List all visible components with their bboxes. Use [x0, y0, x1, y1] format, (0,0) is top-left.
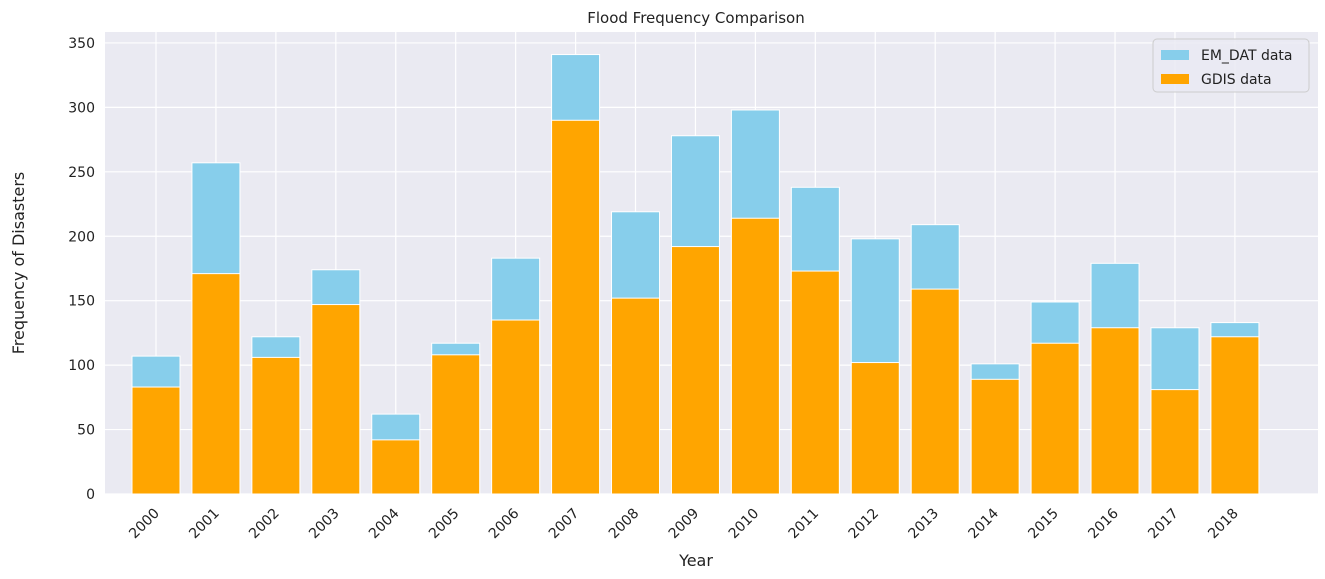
y-tick-label: 50: [77, 423, 95, 439]
x-tick-label: 2015: [1025, 506, 1062, 543]
x-tick-label: 2013: [906, 506, 943, 543]
bar: [491, 319, 541, 495]
y-tick-label: 100: [68, 358, 95, 374]
legend-swatch: [1161, 74, 1189, 84]
x-tick-label: 2007: [546, 506, 583, 543]
y-tick-label: 350: [68, 36, 95, 52]
bar: [611, 297, 661, 495]
x-tick-label: 2011: [786, 506, 823, 543]
x-tick-label: 2008: [606, 506, 643, 543]
x-tick-label: 2001: [186, 506, 223, 543]
y-tick-label: 200: [68, 229, 95, 245]
x-tick-label: 2002: [246, 506, 283, 543]
bar: [311, 304, 361, 495]
bar: [1150, 389, 1200, 495]
bar: [191, 273, 241, 495]
legend-box: [1152, 38, 1310, 93]
bar: [1090, 327, 1140, 495]
x-tick-label: 2003: [306, 506, 343, 543]
x-tick-label: 2004: [366, 505, 403, 542]
bar: [910, 288, 960, 495]
y-tick-label: 150: [68, 294, 95, 310]
y-tick-label: 0: [86, 487, 95, 503]
x-tick-label: 2014: [965, 505, 1002, 542]
bar: [670, 246, 720, 495]
legend-label: GDIS data: [1201, 72, 1272, 88]
chart-title: Flood Frequency Comparison: [587, 9, 805, 27]
y-tick-label: 250: [68, 165, 95, 181]
y-axis-label: Frequency of Disasters: [9, 172, 28, 355]
x-tick-label: 2010: [726, 506, 763, 543]
bar: [970, 378, 1020, 495]
x-tick-label: 2005: [426, 506, 463, 543]
bar: [790, 270, 840, 495]
bar: [371, 439, 421, 495]
bar: [131, 386, 181, 495]
x-tick-label: 2006: [486, 505, 523, 542]
bar: [551, 119, 601, 495]
bar: [1030, 342, 1080, 495]
bar: [251, 356, 301, 495]
bar: [730, 217, 780, 495]
x-tick-label: 2017: [1145, 506, 1182, 543]
x-tick-label: 2016: [1085, 505, 1122, 542]
x-tick-label: 2009: [666, 506, 703, 543]
legend-swatch: [1161, 50, 1189, 60]
x-tick-label: 2018: [1205, 506, 1242, 543]
bar: [431, 354, 481, 495]
bar: [1210, 336, 1260, 495]
bar: [850, 362, 900, 495]
legend-label: EM_DAT data: [1201, 48, 1293, 64]
y-tick-label: 300: [68, 100, 95, 116]
x-tick-label: 2000: [126, 506, 163, 543]
x-axis-label: Year: [678, 551, 713, 570]
x-tick-label: 2012: [846, 506, 883, 543]
